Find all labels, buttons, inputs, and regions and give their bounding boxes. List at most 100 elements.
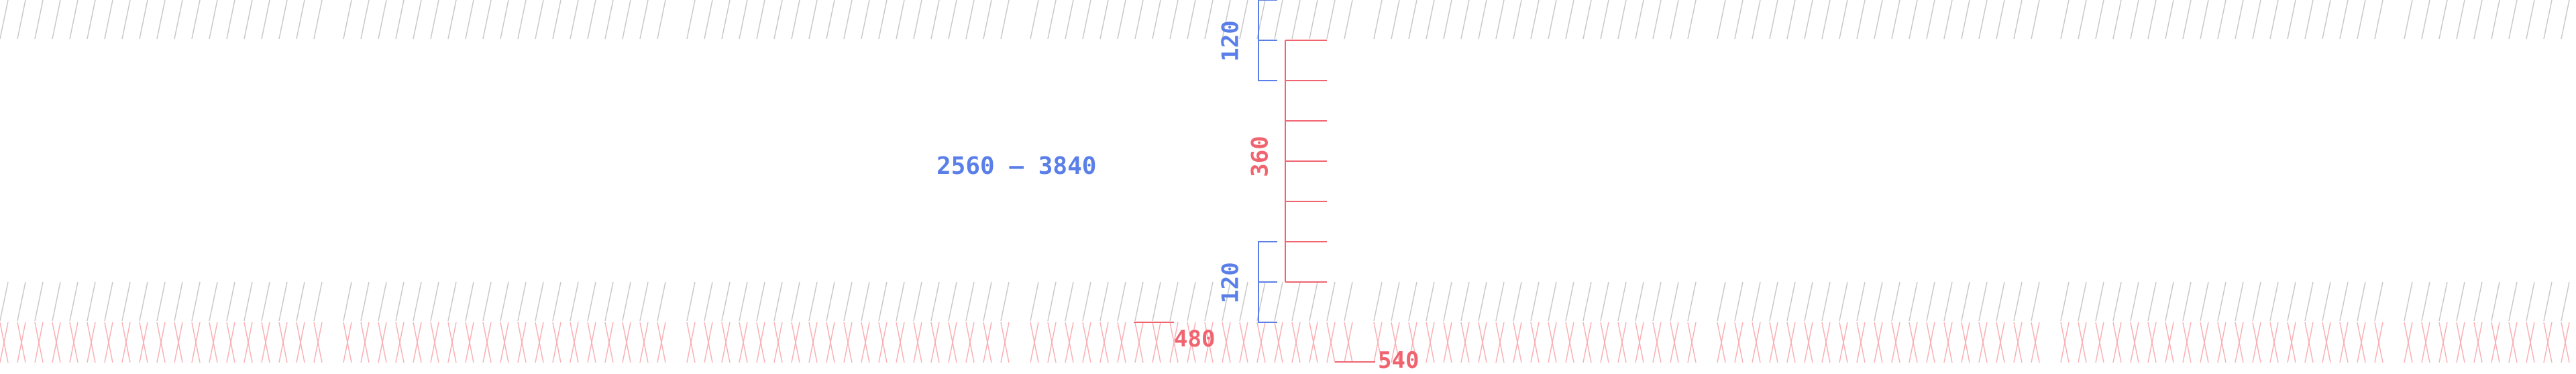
cross-hatch-stroke	[313, 322, 323, 363]
cross-hatch-stroke	[965, 322, 975, 363]
cross-hatch-stroke	[1786, 322, 1796, 363]
dimension-360-label: 360	[1246, 136, 1274, 177]
hatch-stroke	[2095, 0, 2104, 40]
hatch-stroke	[2508, 281, 2518, 322]
hatch-stroke	[1065, 0, 1074, 40]
cross-hatch-stroke	[17, 322, 26, 363]
hatch-stroke	[1752, 0, 1761, 40]
hatch-stroke	[1134, 281, 1144, 322]
hatch-stroke	[1513, 0, 1522, 40]
hatch-stroke	[808, 281, 818, 322]
hatch-stroke	[17, 281, 26, 322]
cross-hatch-stroke	[2013, 322, 2023, 363]
cross-hatch-stroke	[465, 322, 474, 363]
cross-hatch-stroke	[739, 322, 748, 363]
hatch-stroke	[2322, 281, 2331, 322]
hatch-stroke	[1344, 0, 1353, 40]
hatch-stroke	[1478, 281, 1487, 322]
hatch-stroke	[2200, 281, 2209, 322]
hatch-stroke	[1530, 281, 1540, 322]
hatch-stroke	[826, 281, 835, 322]
hatch-stroke	[2252, 0, 2261, 40]
cross-hatch-stroke	[1326, 322, 1336, 363]
cross-hatch-stroke	[1152, 322, 1161, 363]
dimension-480-label: 480	[1174, 326, 1216, 353]
cross-hatch-stroke	[1582, 322, 1592, 363]
cross-hatch-stroke	[1443, 322, 1452, 363]
hatch-stroke	[2078, 281, 2087, 322]
hatch-stroke	[1169, 281, 1179, 322]
hatch-stroke	[2182, 0, 2192, 40]
cross-hatch-stroke	[2112, 322, 2122, 363]
cross-hatch-stroke	[604, 322, 614, 363]
cross-hatch-stroke	[1495, 322, 1505, 363]
hatch-stroke	[1734, 0, 1743, 40]
hatch-stroke	[1204, 281, 1214, 322]
hatch-stroke	[896, 0, 905, 40]
hatch-stroke	[2421, 281, 2430, 322]
hatch-stroke	[535, 281, 544, 322]
hatch-stroke	[2269, 281, 2279, 322]
hatch-stroke	[756, 0, 765, 40]
hatch-stroke	[2473, 281, 2483, 322]
cross-hatch-stroke	[1856, 322, 1866, 363]
cross-hatch-stroke	[657, 322, 666, 363]
hatch-stroke	[1734, 281, 1743, 322]
cross-hatch-stroke	[2060, 322, 2070, 363]
hatch-stroke	[34, 0, 44, 40]
cross-hatch-stroke	[278, 322, 288, 363]
hatch-stroke	[2235, 281, 2244, 322]
cross-hatch-stroke	[2269, 322, 2279, 363]
hatch-stroke	[378, 0, 387, 40]
hatch-stroke	[2322, 0, 2331, 40]
cross-hatch-stroke	[1047, 322, 1057, 363]
cross-hatch-stroke	[878, 322, 888, 363]
hatch-stroke	[2404, 281, 2413, 322]
hatch-stroke	[191, 281, 201, 322]
hatch-stroke	[447, 0, 457, 40]
hatch-stroke	[1426, 0, 1435, 40]
hatch-stroke	[1169, 0, 1179, 40]
hatch-stroke	[1460, 0, 1470, 40]
hatch-stroke	[639, 0, 649, 40]
hatch-stroke	[2421, 0, 2430, 40]
cross-hatch-stroke	[500, 322, 509, 363]
measurement-diagram	[0, 0, 2570, 363]
hatch-stroke	[1117, 281, 1126, 322]
cross-hatch-stroke	[1373, 322, 1383, 363]
cross-hatch-stroke	[174, 322, 183, 363]
hatch-stroke	[261, 281, 270, 322]
hatch-stroke	[1478, 0, 1487, 40]
cross-hatch-stroke	[1256, 322, 1266, 363]
hatch-stroke	[1839, 281, 1848, 322]
hatch-stroke	[791, 281, 800, 322]
hatch-stroke	[896, 281, 905, 322]
cross-hatch-stroke	[2217, 322, 2226, 363]
hatch-stroke	[843, 0, 853, 40]
hatch-stroke	[1274, 281, 1283, 322]
hatch-stroke	[2357, 0, 2366, 40]
hatch-stroke	[2031, 0, 2040, 40]
cross-hatch-stroke	[1752, 322, 1761, 363]
cross-hatch-stroke	[2561, 322, 2570, 363]
hatch-stroke	[1548, 0, 1557, 40]
cross-hatch-stroke	[639, 322, 649, 363]
cross-hatch-stroke	[69, 322, 78, 363]
hatch-stroke	[0, 0, 9, 40]
hatch-stroke	[2013, 0, 2023, 40]
hatch-stroke	[704, 281, 713, 322]
hatch-stroke	[156, 0, 166, 40]
hatch-stroke	[1373, 281, 1383, 322]
hatch-stroke	[69, 281, 78, 322]
hatch-stroke	[2543, 0, 2553, 40]
cross-hatch-stroke	[1874, 322, 1883, 363]
hatch-stroke	[209, 0, 218, 40]
hatch-stroke	[1239, 0, 1248, 40]
hatch-stroke	[174, 281, 183, 322]
hatch-stroke	[2013, 281, 2023, 322]
cross-hatch-stroke	[808, 322, 818, 363]
hatch-stroke	[1065, 281, 1074, 322]
cross-hatch-stroke	[587, 322, 596, 363]
hatch-stroke	[2473, 0, 2483, 40]
hatch-stroke	[87, 0, 96, 40]
